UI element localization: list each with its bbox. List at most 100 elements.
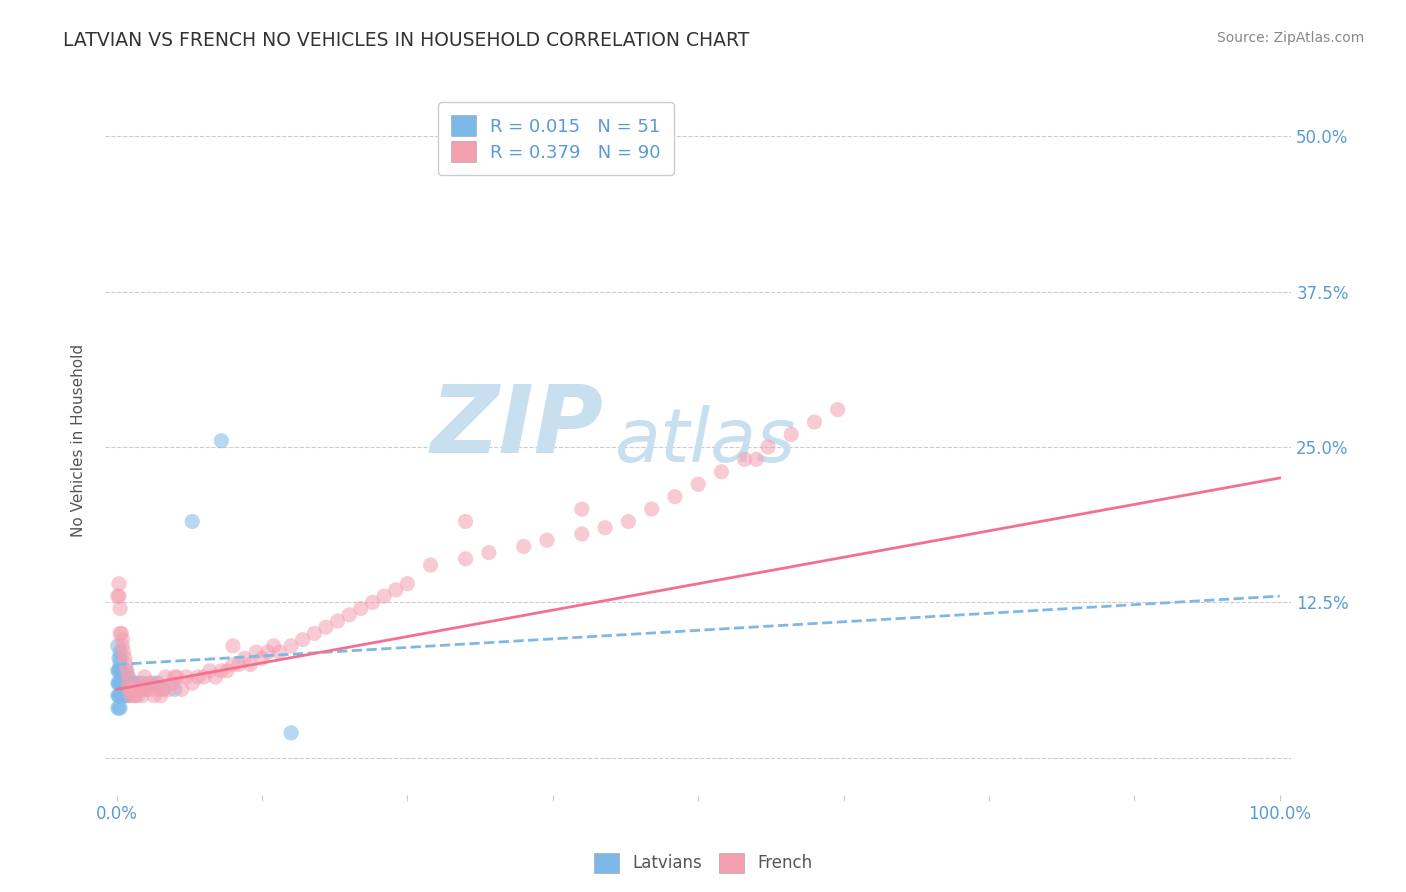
- Point: [756, 440, 779, 454]
- Point: [198, 664, 221, 678]
- Point: [181, 515, 204, 529]
- Point: [593, 521, 616, 535]
- Point: [256, 645, 278, 659]
- Point: [128, 682, 150, 697]
- Point: [222, 639, 245, 653]
- Point: [145, 676, 167, 690]
- Point: [571, 502, 593, 516]
- Legend: R = 0.015   N = 51, R = 0.379   N = 90: R = 0.015 N = 51, R = 0.379 N = 90: [439, 103, 673, 175]
- Legend: Latvians, French: Latvians, French: [588, 847, 818, 880]
- Point: [250, 651, 273, 665]
- Point: [350, 601, 373, 615]
- Point: [166, 670, 188, 684]
- Point: [124, 689, 146, 703]
- Point: [187, 670, 209, 684]
- Point: [478, 546, 501, 560]
- Point: [108, 651, 131, 665]
- Point: [710, 465, 733, 479]
- Point: [181, 676, 204, 690]
- Point: [118, 682, 141, 697]
- Point: [396, 576, 419, 591]
- Point: [269, 645, 291, 659]
- Point: [108, 701, 131, 715]
- Point: [228, 657, 250, 672]
- Point: [107, 664, 129, 678]
- Point: [803, 415, 825, 429]
- Point: [688, 477, 710, 491]
- Point: [128, 682, 150, 697]
- Point: [149, 689, 172, 703]
- Point: [129, 682, 152, 697]
- Point: [107, 689, 129, 703]
- Text: LATVIAN VS FRENCH NO VEHICLES IN HOUSEHOLD CORRELATION CHART: LATVIAN VS FRENCH NO VEHICLES IN HOUSEHO…: [63, 31, 749, 50]
- Point: [141, 676, 163, 690]
- Point: [108, 664, 131, 678]
- Point: [122, 676, 145, 690]
- Point: [115, 657, 138, 672]
- Point: [108, 689, 131, 703]
- Point: [108, 701, 131, 715]
- Point: [148, 682, 170, 697]
- Point: [112, 689, 135, 703]
- Point: [745, 452, 768, 467]
- Point: [108, 689, 131, 703]
- Point: [108, 676, 131, 690]
- Point: [315, 620, 337, 634]
- Point: [734, 452, 756, 467]
- Point: [131, 689, 153, 703]
- Point: [110, 664, 132, 678]
- Point: [146, 676, 169, 690]
- Point: [107, 676, 129, 690]
- Point: [209, 434, 232, 448]
- Point: [131, 676, 153, 690]
- Point: [112, 676, 135, 690]
- Point: [110, 689, 132, 703]
- Point: [617, 515, 640, 529]
- Point: [115, 676, 138, 690]
- Point: [640, 502, 662, 516]
- Point: [373, 589, 395, 603]
- Point: [176, 670, 198, 684]
- Point: [108, 676, 131, 690]
- Point: [108, 601, 131, 615]
- Point: [111, 639, 134, 653]
- Point: [135, 682, 157, 697]
- Point: [135, 682, 157, 697]
- Point: [571, 527, 593, 541]
- Point: [536, 533, 558, 548]
- Point: [152, 682, 174, 697]
- Point: [141, 682, 163, 697]
- Point: [117, 676, 139, 690]
- Point: [108, 689, 131, 703]
- Point: [125, 682, 148, 697]
- Point: [108, 657, 131, 672]
- Point: [326, 614, 349, 628]
- Point: [120, 689, 142, 703]
- Point: [107, 701, 129, 715]
- Point: [108, 676, 131, 690]
- Text: atlas: atlas: [614, 405, 796, 476]
- Point: [107, 589, 129, 603]
- Point: [157, 682, 180, 697]
- Point: [384, 582, 406, 597]
- Point: [108, 576, 131, 591]
- Point: [512, 540, 534, 554]
- Point: [118, 682, 141, 697]
- Point: [239, 657, 262, 672]
- Point: [127, 676, 149, 690]
- Point: [193, 670, 215, 684]
- Point: [115, 664, 138, 678]
- Point: [152, 682, 174, 697]
- Point: [114, 651, 136, 665]
- Point: [127, 689, 149, 703]
- Point: [419, 558, 441, 572]
- Point: [827, 402, 849, 417]
- Point: [115, 664, 138, 678]
- Point: [134, 670, 156, 684]
- Point: [112, 645, 135, 659]
- Point: [110, 626, 132, 640]
- Point: [280, 639, 302, 653]
- Point: [142, 689, 165, 703]
- Point: [780, 427, 803, 442]
- Point: [304, 626, 326, 640]
